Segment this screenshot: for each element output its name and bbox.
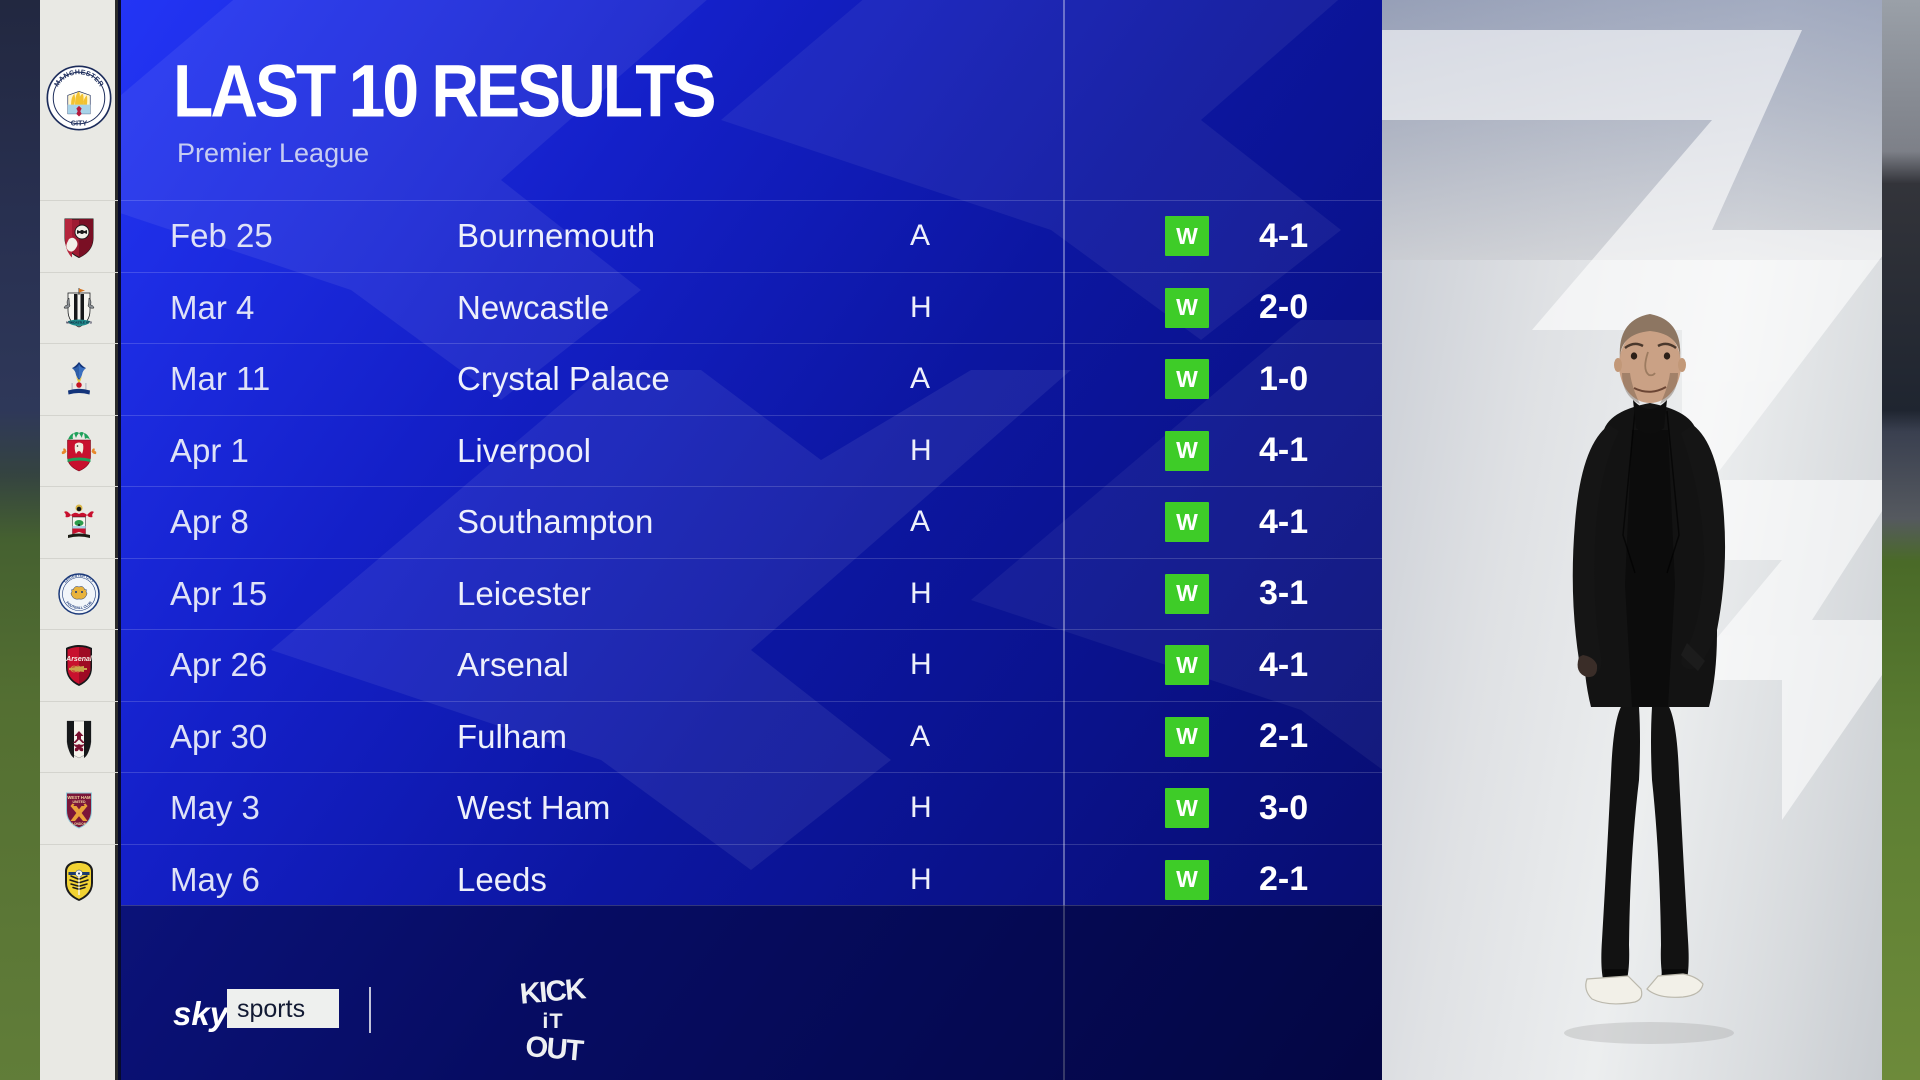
svg-text:iT: iT bbox=[542, 1008, 563, 1033]
svg-text:KICK: KICK bbox=[519, 973, 588, 1011]
svg-text:LONDON: LONDON bbox=[72, 822, 87, 826]
svg-text:Arsenal: Arsenal bbox=[65, 656, 93, 663]
svg-text:UNITED: UNITED bbox=[72, 800, 86, 804]
svg-text:CITY: CITY bbox=[71, 119, 88, 128]
svg-text:sky: sky bbox=[173, 995, 230, 1032]
svg-text:NEWCASTLE UTD: NEWCASTLE UTD bbox=[66, 320, 93, 324]
svg-text:OUT: OUT bbox=[524, 1031, 585, 1065]
svg-text:sports: sports bbox=[237, 995, 305, 1023]
svg-text:WEST HAM: WEST HAM bbox=[67, 795, 91, 800]
